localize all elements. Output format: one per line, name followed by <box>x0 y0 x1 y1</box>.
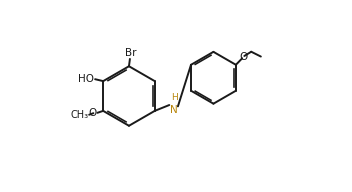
Text: Br: Br <box>125 48 136 58</box>
Text: O: O <box>89 108 97 118</box>
Text: O: O <box>239 52 247 62</box>
Text: H: H <box>171 93 177 102</box>
Text: N: N <box>170 105 178 115</box>
Text: HO: HO <box>78 74 94 84</box>
Text: CH₃: CH₃ <box>70 110 89 120</box>
